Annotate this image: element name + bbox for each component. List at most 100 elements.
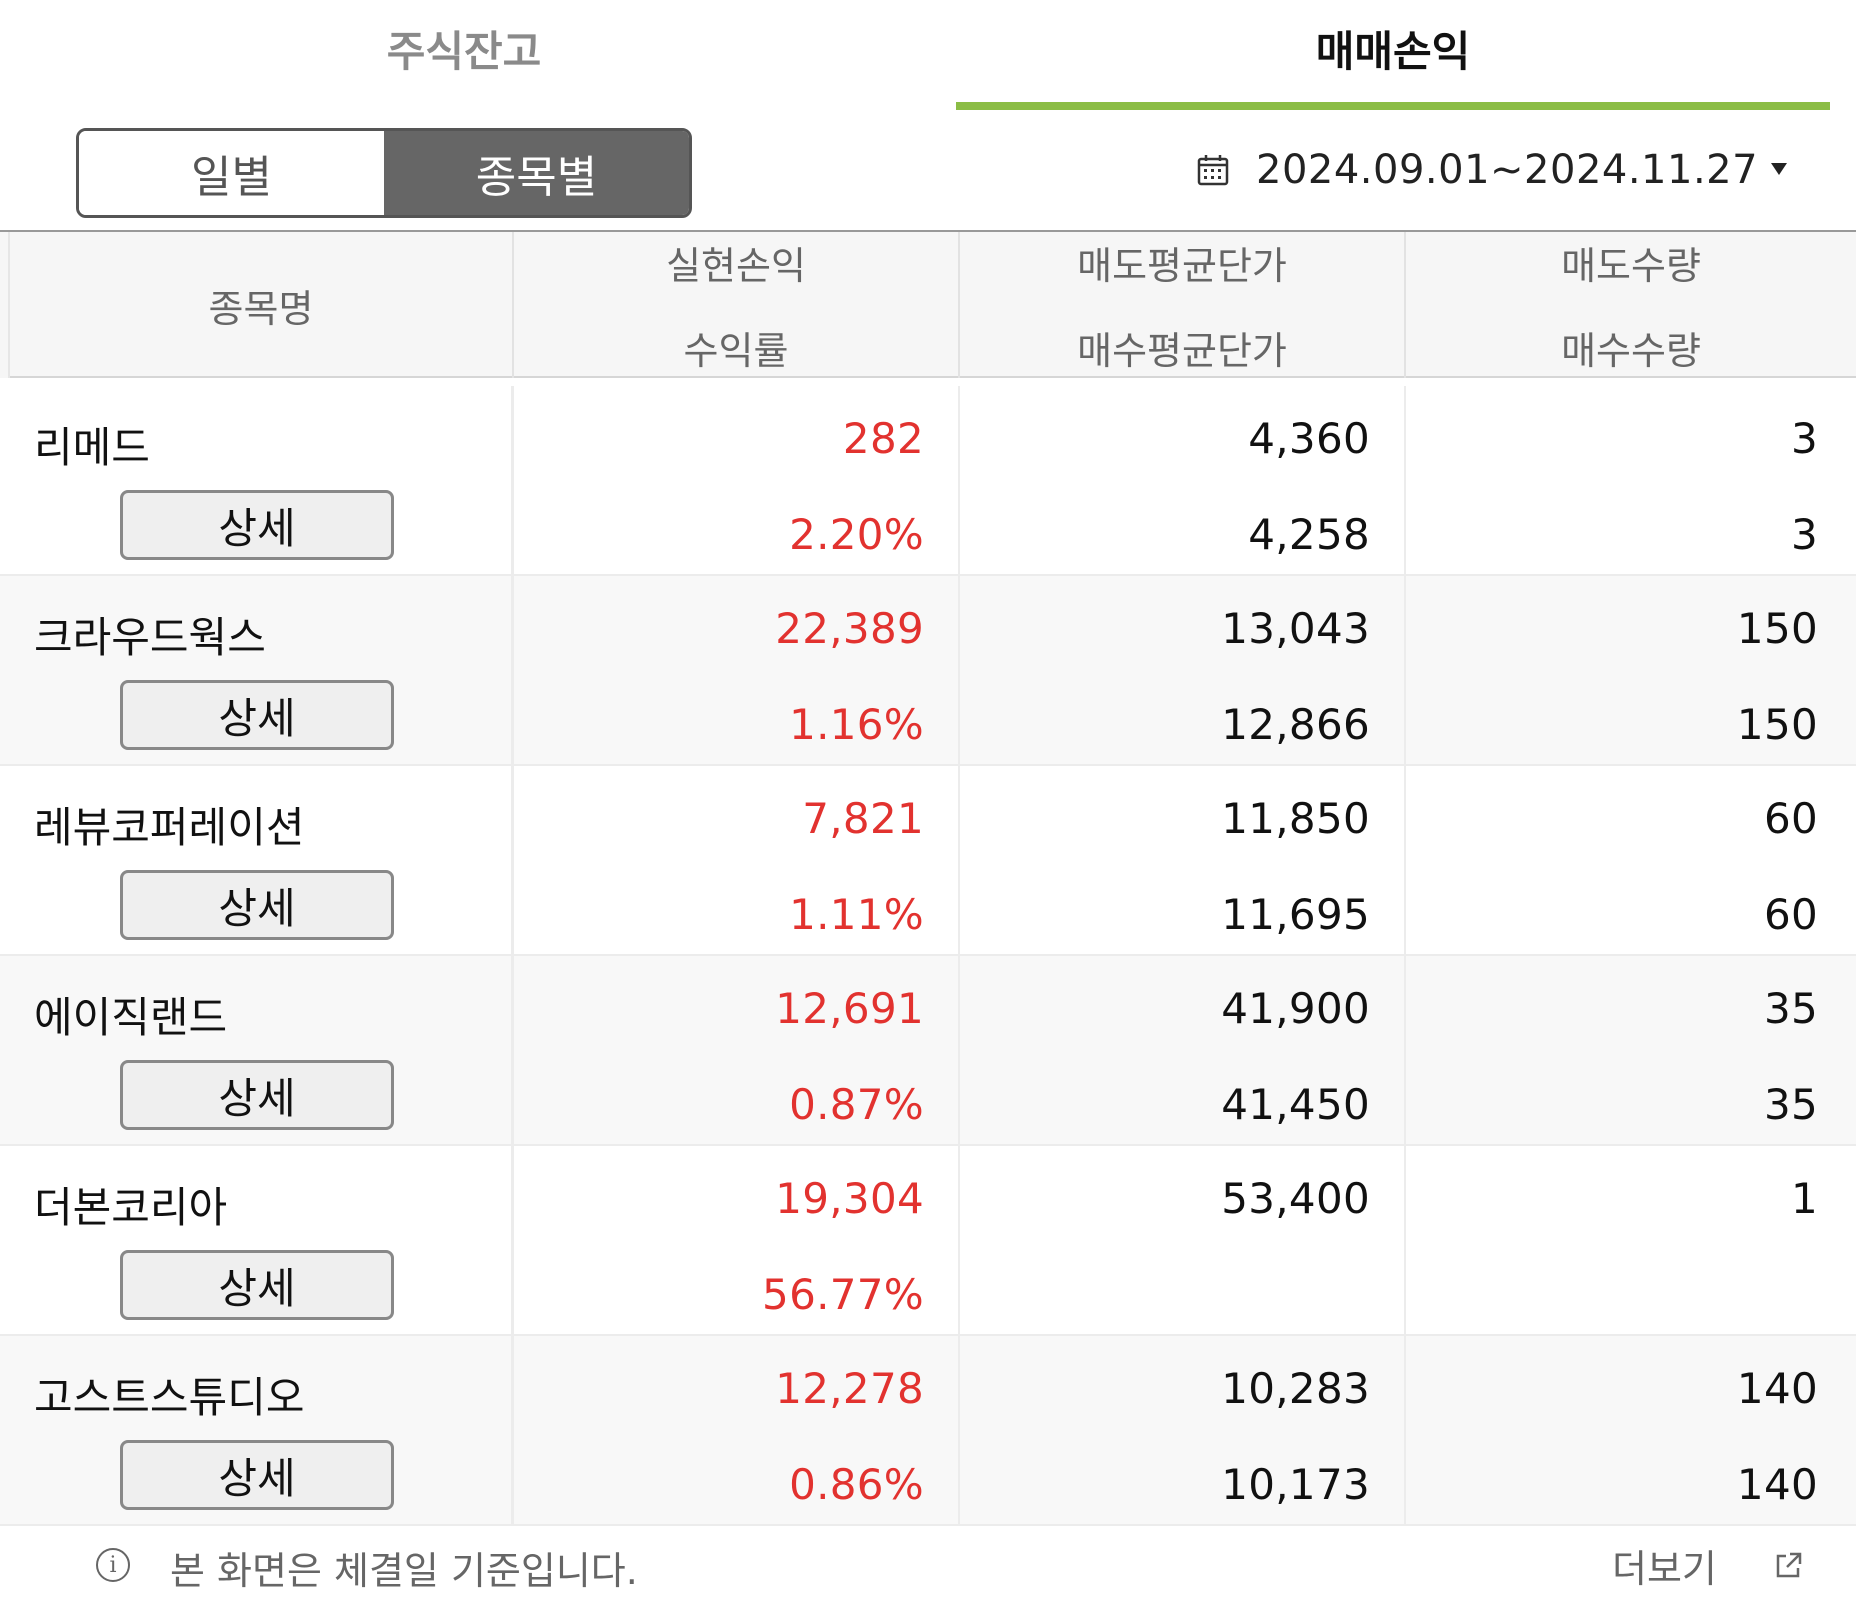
realized-profit: 22,389 bbox=[775, 604, 924, 653]
sell-avg-price: 13,043 bbox=[1221, 604, 1370, 653]
table-header: 종목명 실현손익 수익률 매도평균단가 매수평균단가 매도수량 매수수량 bbox=[0, 232, 1856, 378]
header-col-avg-price: 매도평균단가 매수평균단가 bbox=[960, 232, 1406, 378]
realized-profit: 19,304 bbox=[775, 1174, 924, 1223]
footer-bar: i 본 화면은 체결일 기준입니다. 더보기 bbox=[0, 1526, 1856, 1598]
buy-quantity: 150 bbox=[1736, 700, 1818, 749]
return-rate: 56.77% bbox=[762, 1270, 924, 1319]
realized-profit: 12,278 bbox=[775, 1364, 924, 1413]
tab-stock-balance[interactable]: 주식잔고 bbox=[386, 27, 542, 76]
header-sell-avg-price: 매도평균단가 bbox=[1077, 244, 1287, 288]
stock-name: 에이직랜드 bbox=[34, 993, 228, 1042]
profit-cell: 12,691 0.87% bbox=[514, 956, 960, 1146]
quantity-cell: 1 bbox=[1406, 1146, 1856, 1336]
detail-button[interactable]: 상세 bbox=[120, 490, 394, 560]
profit-cell: 282 2.20% bbox=[514, 386, 960, 576]
calendar-icon bbox=[1197, 155, 1229, 186]
buy-avg-price: 12,866 bbox=[1221, 700, 1370, 749]
sell-quantity: 1 bbox=[1790, 1174, 1818, 1223]
return-rate: 0.86% bbox=[789, 1460, 924, 1509]
sell-avg-price: 10,283 bbox=[1221, 1364, 1370, 1413]
sell-quantity: 140 bbox=[1736, 1364, 1818, 1413]
buy-quantity: 35 bbox=[1763, 1080, 1818, 1129]
stock-name: 더본코리아 bbox=[34, 1183, 228, 1232]
return-rate: 1.11% bbox=[789, 890, 924, 939]
header-stock-name: 종목명 bbox=[10, 232, 514, 378]
view-toggle: 일별 종목별 bbox=[76, 128, 692, 218]
quantity-cell: 60 60 bbox=[1406, 766, 1856, 956]
stock-name: 리메드 bbox=[34, 423, 150, 472]
date-range-text: 2024.09.01~2024.11.27 bbox=[1256, 147, 1759, 193]
return-rate: 0.87% bbox=[789, 1080, 924, 1129]
avg-price-cell: 4,360 4,258 bbox=[960, 386, 1406, 576]
more-link[interactable]: 더보기 bbox=[1612, 1547, 1717, 1591]
sell-quantity: 3 bbox=[1790, 414, 1818, 463]
table-body: 리메드 상세 282 2.20% 4,360 4,258 3 3 크라우드웍스 … bbox=[0, 386, 1856, 1526]
profit-table: 종목명 실현손익 수익률 매도평균단가 매수평균단가 매도수량 매수수량 리메드… bbox=[0, 230, 1856, 1526]
quantity-cell: 140 140 bbox=[1406, 1336, 1856, 1526]
stock-name-cell: 더본코리아 상세 bbox=[0, 1146, 514, 1336]
sell-quantity: 150 bbox=[1736, 604, 1818, 653]
return-rate: 1.16% bbox=[789, 700, 924, 749]
detail-button[interactable]: 상세 bbox=[120, 680, 394, 750]
header-col-profit: 실현손익 수익률 bbox=[514, 232, 960, 378]
realized-profit: 12,691 bbox=[775, 984, 924, 1033]
header-buy-quantity: 매수수량 bbox=[1561, 329, 1701, 373]
table-row: 고스트스튜디오 상세 12,278 0.86% 10,283 10,173 14… bbox=[0, 1336, 1856, 1526]
table-row: 크라우드웍스 상세 22,389 1.16% 13,043 12,866 150… bbox=[0, 576, 1856, 766]
detail-button[interactable]: 상세 bbox=[120, 870, 394, 940]
stock-name-cell: 에이직랜드 상세 bbox=[0, 956, 514, 1146]
header-left-edge bbox=[0, 232, 10, 378]
toggle-daily-button[interactable]: 일별 bbox=[79, 131, 384, 215]
toggle-by-stock-button[interactable]: 종목별 bbox=[384, 131, 689, 215]
detail-button[interactable]: 상세 bbox=[120, 1440, 394, 1510]
header-sell-quantity: 매도수량 bbox=[1561, 244, 1701, 288]
info-icon: i bbox=[96, 1548, 130, 1582]
realized-profit: 282 bbox=[842, 414, 924, 463]
quantity-cell: 3 3 bbox=[1406, 386, 1856, 576]
profit-cell: 19,304 56.77% bbox=[514, 1146, 960, 1336]
stock-name-cell: 고스트스튜디오 상세 bbox=[0, 1336, 514, 1526]
avg-price-cell: 11,850 11,695 bbox=[960, 766, 1406, 956]
avg-price-cell: 41,900 41,450 bbox=[960, 956, 1406, 1146]
sell-quantity: 60 bbox=[1763, 794, 1818, 843]
tab-trade-profit[interactable]: 매매손익 bbox=[1315, 27, 1471, 76]
sell-avg-price: 11,850 bbox=[1221, 794, 1370, 843]
profit-cell: 7,821 1.11% bbox=[514, 766, 960, 956]
buy-avg-price: 10,173 bbox=[1221, 1460, 1370, 1509]
active-tab-indicator bbox=[956, 102, 1830, 110]
date-range-selector[interactable]: 2024.09.01~2024.11.27 bbox=[1196, 136, 1796, 204]
detail-button[interactable]: 상세 bbox=[120, 1060, 394, 1130]
sell-avg-price: 4,360 bbox=[1248, 414, 1370, 463]
top-tabs: 주식잔고 매매손익 bbox=[0, 0, 1856, 112]
header-return-rate: 수익률 bbox=[683, 329, 789, 373]
table-row: 리메드 상세 282 2.20% 4,360 4,258 3 3 bbox=[0, 386, 1856, 576]
sell-quantity: 35 bbox=[1763, 984, 1818, 1033]
footer-note: 본 화면은 체결일 기준입니다. bbox=[170, 1549, 638, 1593]
buy-quantity: 140 bbox=[1736, 1460, 1818, 1509]
table-row: 레뷰코퍼레이션 상세 7,821 1.11% 11,850 11,695 60 … bbox=[0, 766, 1856, 956]
avg-price-cell: 10,283 10,173 bbox=[960, 1336, 1406, 1526]
buy-avg-price: 41,450 bbox=[1221, 1080, 1370, 1129]
header-realized-profit: 실현손익 bbox=[666, 244, 806, 288]
sell-avg-price: 41,900 bbox=[1221, 984, 1370, 1033]
detail-button[interactable]: 상세 bbox=[120, 1250, 394, 1320]
avg-price-cell: 53,400 bbox=[960, 1146, 1406, 1336]
sell-avg-price: 53,400 bbox=[1221, 1174, 1370, 1223]
realized-profit: 7,821 bbox=[802, 794, 924, 843]
profit-cell: 22,389 1.16% bbox=[514, 576, 960, 766]
buy-quantity: 60 bbox=[1763, 890, 1818, 939]
external-link-icon[interactable] bbox=[1772, 1550, 1804, 1582]
avg-price-cell: 13,043 12,866 bbox=[960, 576, 1406, 766]
quantity-cell: 150 150 bbox=[1406, 576, 1856, 766]
return-rate: 2.20% bbox=[789, 510, 924, 559]
stock-name-cell: 크라우드웍스 상세 bbox=[0, 576, 514, 766]
dropdown-caret-icon bbox=[1771, 163, 1787, 175]
table-row: 더본코리아 상세 19,304 56.77% 53,400 1 bbox=[0, 1146, 1856, 1336]
profit-cell: 12,278 0.86% bbox=[514, 1336, 960, 1526]
buy-avg-price: 4,258 bbox=[1248, 510, 1370, 559]
stock-name-cell: 레뷰코퍼레이션 상세 bbox=[0, 766, 514, 956]
table-row: 에이직랜드 상세 12,691 0.87% 41,900 41,450 35 3… bbox=[0, 956, 1856, 1146]
header-buy-avg-price: 매수평균단가 bbox=[1077, 329, 1287, 373]
stock-name: 고스트스튜디오 bbox=[34, 1373, 305, 1422]
buy-avg-price: 11,695 bbox=[1221, 890, 1370, 939]
